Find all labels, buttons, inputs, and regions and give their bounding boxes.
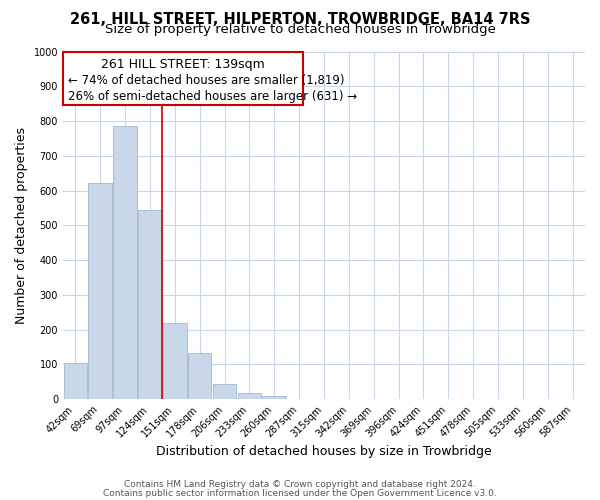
Text: 26% of semi-detached houses are larger (631) →: 26% of semi-detached houses are larger (… <box>68 90 357 102</box>
Text: Contains public sector information licensed under the Open Government Licence v3: Contains public sector information licen… <box>103 488 497 498</box>
Text: Contains HM Land Registry data © Crown copyright and database right 2024.: Contains HM Land Registry data © Crown c… <box>124 480 476 489</box>
Bar <box>113 126 137 399</box>
Bar <box>213 384 236 399</box>
Bar <box>262 396 286 399</box>
Text: ← 74% of detached houses are smaller (1,819): ← 74% of detached houses are smaller (1,… <box>68 74 344 87</box>
Bar <box>88 183 112 399</box>
FancyBboxPatch shape <box>63 52 303 106</box>
Bar <box>238 394 261 399</box>
X-axis label: Distribution of detached houses by size in Trowbridge: Distribution of detached houses by size … <box>156 444 492 458</box>
Bar <box>64 364 87 399</box>
Bar <box>138 210 162 399</box>
Text: 261, HILL STREET, HILPERTON, TROWBRIDGE, BA14 7RS: 261, HILL STREET, HILPERTON, TROWBRIDGE,… <box>70 12 530 28</box>
Bar <box>163 322 187 399</box>
Text: Size of property relative to detached houses in Trowbridge: Size of property relative to detached ho… <box>104 22 496 36</box>
Text: 261 HILL STREET: 139sqm: 261 HILL STREET: 139sqm <box>101 58 265 71</box>
Y-axis label: Number of detached properties: Number of detached properties <box>15 127 28 324</box>
Bar <box>188 353 211 399</box>
